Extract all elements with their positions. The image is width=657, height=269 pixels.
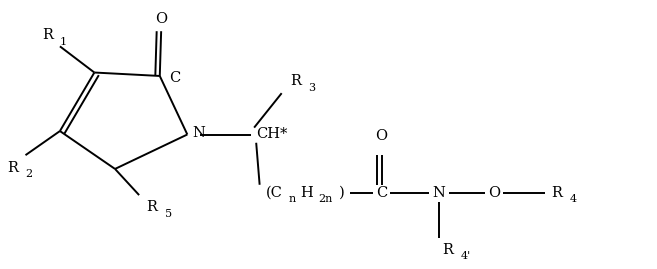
Text: 4: 4 — [570, 194, 577, 204]
Text: R: R — [8, 161, 18, 175]
Text: 1: 1 — [59, 37, 66, 47]
Text: R: R — [442, 243, 453, 257]
Text: R: R — [146, 200, 157, 214]
Text: C: C — [170, 71, 181, 85]
Text: N: N — [192, 126, 205, 140]
Text: 2: 2 — [25, 169, 32, 179]
Text: (C: (C — [266, 186, 283, 200]
Text: O: O — [155, 12, 168, 26]
Text: R: R — [42, 28, 53, 42]
Text: n: n — [288, 194, 296, 204]
Text: 3: 3 — [308, 83, 315, 93]
Text: R: R — [551, 186, 562, 200]
Text: R: R — [290, 75, 301, 89]
Text: 5: 5 — [165, 209, 171, 219]
Text: 4': 4' — [461, 252, 471, 261]
Text: ): ) — [339, 186, 344, 200]
Text: H: H — [300, 186, 313, 200]
Text: 2n: 2n — [318, 194, 332, 204]
Text: O: O — [487, 186, 500, 200]
Text: C: C — [376, 186, 387, 200]
Text: O: O — [375, 129, 388, 143]
Text: CH*: CH* — [256, 128, 288, 141]
Text: N: N — [432, 186, 445, 200]
